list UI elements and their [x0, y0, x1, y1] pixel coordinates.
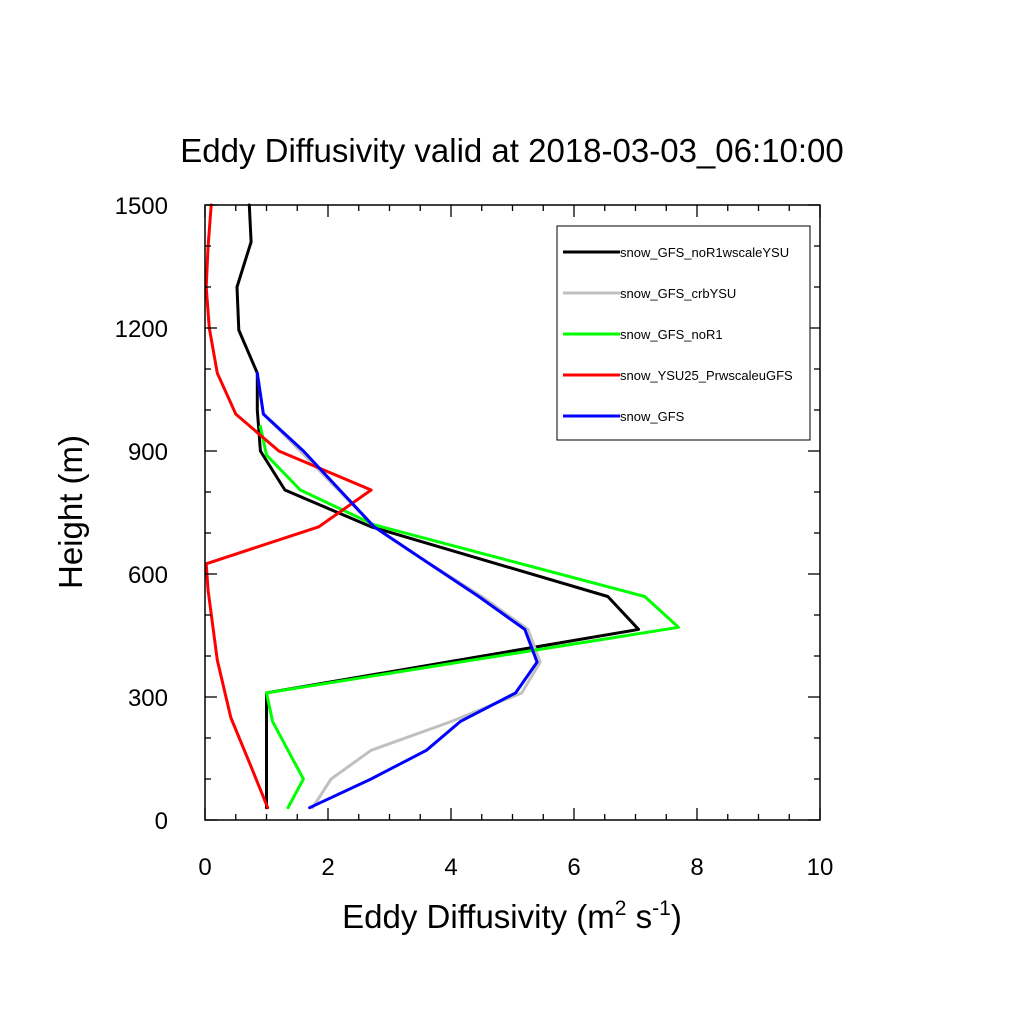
x-tick-label: 0: [198, 854, 211, 881]
y-tick-label: 300: [128, 685, 168, 712]
legend-label-1: snow_GFS_noR1wscaleYSU: [620, 245, 789, 260]
series-line-5: [255, 371, 539, 810]
legend-label-4: snow_YSU25_PrwscaleuGFS: [620, 368, 793, 383]
series-line-4: [204, 203, 373, 810]
x-tick-label: 8: [690, 854, 703, 881]
series-line-2: [255, 371, 542, 810]
y-tick-label: 900: [128, 439, 168, 466]
x-label-end: ): [671, 898, 682, 935]
legend-label-3: snow_GFS_noR1: [620, 327, 723, 342]
y-tick-label: 1500: [115, 193, 168, 220]
x-label-sup1: 2: [615, 897, 627, 920]
series-line-3: [258, 424, 680, 810]
legend-label-2: snow_GFS_crbYSU: [620, 286, 736, 301]
legend-label-5: snow_GFS: [620, 409, 685, 424]
x-label-main: Eddy Diffusivity (m: [342, 898, 615, 935]
x-tick-label: 2: [321, 854, 334, 881]
series-layer: [204, 203, 680, 810]
y-axis-label: Height (m): [52, 435, 89, 589]
x-tick-label: 10: [807, 854, 834, 881]
x-label-sup2: -1: [652, 897, 671, 920]
x-tick-label: 4: [444, 854, 457, 881]
series-line-1: [235, 203, 641, 810]
x-label-mid: s: [626, 898, 652, 935]
chart-title: Eddy Diffusivity valid at 2018-03-03_06:…: [180, 132, 843, 169]
legend: snow_GFS_noR1wscaleYSU snow_GFS_crbYSUsno…: [556, 225, 811, 441]
axis-layer: 0 2 4 6 8 10 0 300 600 900 1200 1500: [115, 193, 834, 881]
y-tick-label: 600: [128, 562, 168, 589]
y-tick-label: 0: [155, 808, 168, 835]
x-axis-label: Eddy Diffusivity (m2 s-1): [342, 897, 682, 935]
y-tick-label: 1200: [115, 316, 168, 343]
x-tick-label: 6: [567, 854, 580, 881]
